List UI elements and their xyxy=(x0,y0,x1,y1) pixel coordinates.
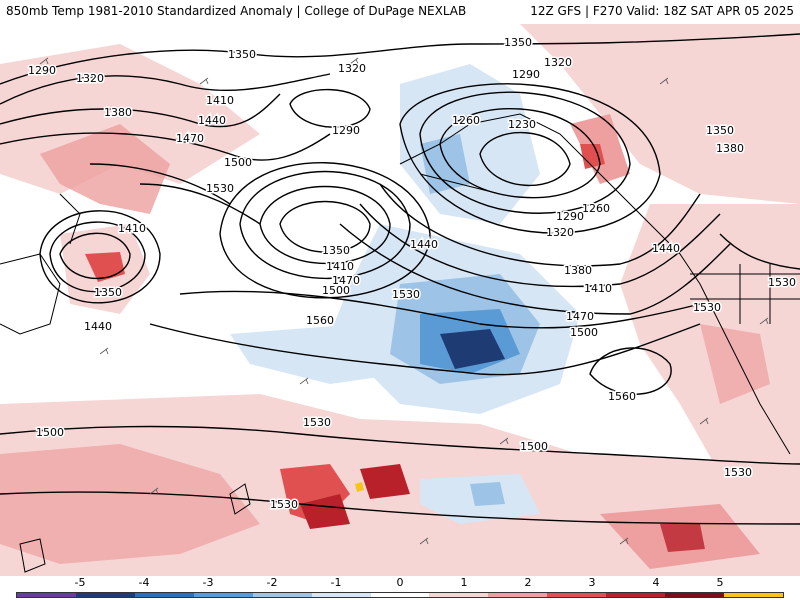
color-scale: -5 -4 -3 -2 -1 0 1 2 3 4 5 xyxy=(0,576,800,600)
contour-label: 1470 xyxy=(332,274,360,287)
contour-label: 1320 xyxy=(544,56,572,69)
contour-label: 1380 xyxy=(104,106,132,119)
contour-label: 1260 xyxy=(582,202,610,215)
height-contours xyxy=(0,33,800,525)
wind-barbs xyxy=(39,57,769,545)
color-scale-tick-label: 2 xyxy=(524,576,532,589)
color-scale-swatch xyxy=(311,593,371,597)
contour-label: 1470 xyxy=(176,132,204,145)
color-scale-swatch xyxy=(488,593,548,597)
color-scale-swatch xyxy=(606,593,666,597)
color-scale-swatch xyxy=(429,593,489,597)
contour-label: 1530 xyxy=(206,182,234,195)
color-scale-tick-label: -4 xyxy=(138,576,150,589)
map-title: 850mb Temp 1981-2010 Standardized Anomal… xyxy=(6,4,467,18)
color-scale-tick-label: 5 xyxy=(716,576,724,589)
contour-label: 1350 xyxy=(504,36,532,49)
contour-label: 1500 xyxy=(570,326,598,339)
color-scale-bar xyxy=(16,592,784,598)
contour-label: 1440 xyxy=(652,242,680,255)
contour-label: 1410 xyxy=(326,260,354,273)
contour-label: 1530 xyxy=(392,288,420,301)
contour-label: 1320 xyxy=(338,62,366,75)
model-run-info: 12Z GFS | F270 Valid: 18Z SAT APR 05 202… xyxy=(530,4,794,18)
color-scale-swatch xyxy=(547,593,607,597)
contour-label: 1560 xyxy=(608,390,636,403)
contour-label: 1500 xyxy=(322,284,350,297)
contour-label: 1440 xyxy=(198,114,226,127)
contour-label: 1530 xyxy=(693,301,721,314)
contour-label: 1500 xyxy=(224,156,252,169)
contour-label: 1380 xyxy=(564,264,592,277)
contour-label: 1410 xyxy=(118,222,146,235)
color-scale-swatch xyxy=(17,593,76,597)
contour-label: 1500 xyxy=(36,426,64,439)
contour-label: 1320 xyxy=(546,226,574,239)
contour-label: 1530 xyxy=(768,276,796,289)
warm-anomaly-fill xyxy=(0,24,800,576)
color-scale-tick-label: 0 xyxy=(396,576,404,589)
contour-label: 1290 xyxy=(332,124,360,137)
weather-map: 1350 1350 1320 1320 1290 1290 1290 1320 1380 1410… xyxy=(0,24,800,576)
contour-label: 1410 xyxy=(584,282,612,295)
contour-label: 1290 xyxy=(28,64,56,77)
contour-label: 1530 xyxy=(270,498,298,511)
color-scale-tick-label: -2 xyxy=(266,576,278,589)
contour-label: 1290 xyxy=(556,210,584,223)
color-scale-swatch xyxy=(134,593,194,597)
color-scale-swatch xyxy=(370,593,430,597)
contour-label: 1560 xyxy=(306,314,334,327)
contour-label: 1260 xyxy=(452,114,480,127)
contour-label: 1350 xyxy=(228,48,256,61)
contour-labels: 1350 1350 1320 1320 1290 1290 1290 1320 1380 1410… xyxy=(27,35,798,513)
color-scale-swatch xyxy=(665,593,725,597)
contour-label: 1350 xyxy=(94,286,122,299)
color-scale-swatch xyxy=(724,593,783,597)
contour-label: 1500 xyxy=(520,440,548,453)
color-scale-tick-label: -1 xyxy=(330,576,342,589)
contour-label: 1320 xyxy=(76,72,104,85)
color-scale-tick-label: 1 xyxy=(460,576,468,589)
color-scale-swatch xyxy=(75,593,135,597)
contour-label: 1410 xyxy=(206,94,234,107)
color-scale-tick-label: -5 xyxy=(74,576,86,589)
contour-label: 1530 xyxy=(724,466,752,479)
color-scale-tick-label: 3 xyxy=(588,576,596,589)
contour-label: 1440 xyxy=(84,320,112,333)
coastlines xyxy=(0,113,800,573)
contour-label: 1290 xyxy=(512,68,540,81)
color-scale-swatch xyxy=(193,593,253,597)
contour-label: 1440 xyxy=(410,238,438,251)
contour-label: 1530 xyxy=(303,416,331,429)
color-scale-swatch xyxy=(252,593,312,597)
contour-label: 1530 xyxy=(520,440,548,453)
contour-label: 1350 xyxy=(322,244,350,257)
map-header: 850mb Temp 1981-2010 Standardized Anomal… xyxy=(0,0,800,25)
contour-label: 1470 xyxy=(566,310,594,323)
color-scale-tick-label: -3 xyxy=(202,576,214,589)
contour-label: 1230 xyxy=(508,118,536,131)
contour-label: 1350 xyxy=(706,124,734,137)
contour-label: 1380 xyxy=(716,142,744,155)
color-scale-tick-label: 4 xyxy=(652,576,660,589)
